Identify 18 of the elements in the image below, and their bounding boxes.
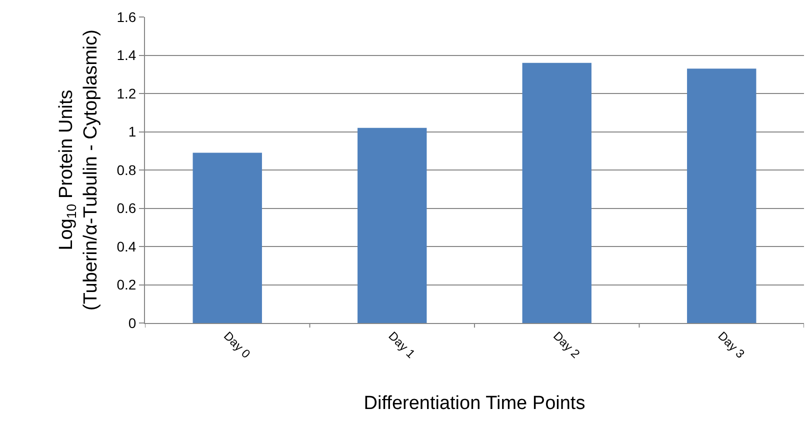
- bar: [522, 62, 592, 323]
- bar: [192, 152, 262, 323]
- x-tick-label: Day 2: [550, 328, 583, 362]
- y-tick-label: 1.4: [116, 47, 136, 64]
- y-tick-label: 0: [128, 314, 136, 331]
- x-tick-label: Day 1: [386, 328, 418, 362]
- x-tick-label: Day 0: [221, 328, 254, 362]
- x-axis-title: Differentiation Time Points: [364, 392, 586, 414]
- bar: [687, 68, 756, 323]
- x-tick-label: Day 3: [715, 328, 748, 362]
- y-tick-label: 1.2: [116, 85, 136, 102]
- y-tick-label: 1.6: [116, 8, 136, 25]
- y-tick-label: 1: [128, 124, 136, 140]
- y-tick-label: 0.6: [116, 200, 136, 216]
- bar: [358, 128, 427, 323]
- y-tick-label: 0.2: [116, 276, 136, 293]
- y-tick-label: 0.8: [116, 162, 136, 178]
- y-tick-label: 0.4: [116, 238, 136, 254]
